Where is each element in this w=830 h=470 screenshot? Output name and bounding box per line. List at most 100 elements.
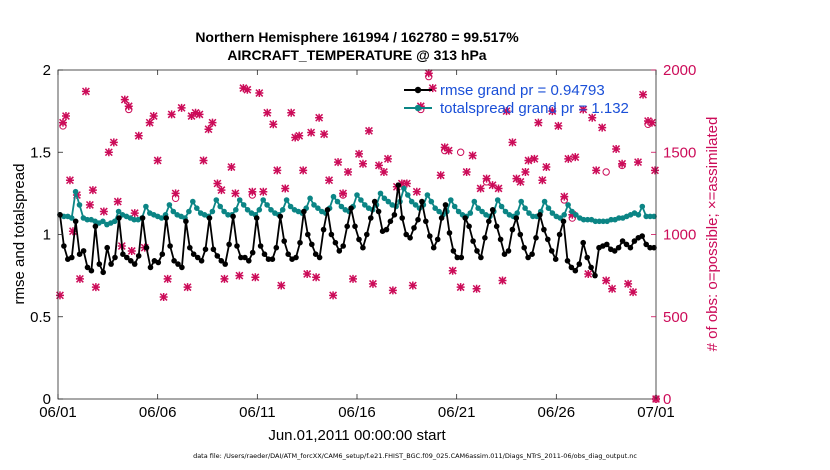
obs-assimilated-marker (68, 227, 77, 236)
spread-point (639, 203, 646, 210)
spread-point (518, 198, 524, 205)
rmse-point (356, 236, 362, 243)
obs-assimilated-marker (195, 110, 204, 119)
rmse-point (631, 238, 638, 244)
spread-point (377, 190, 384, 197)
rmse-point (305, 231, 311, 238)
rmse-point (301, 208, 307, 215)
obs-assimilated-marker (307, 128, 316, 137)
rmse-point (163, 215, 169, 221)
x-tick-label: 06/06 (139, 404, 177, 421)
rmse-point (92, 223, 99, 230)
rmse-point (139, 215, 146, 221)
spread-point (244, 207, 251, 213)
obs-assimilated-marker (213, 179, 222, 188)
rmse-point (277, 213, 284, 220)
spread-point (600, 218, 606, 225)
spread-point (68, 215, 75, 221)
chart-title: Northern Hemisphere 161994 / 162780 = 99… (195, 29, 519, 45)
spread-point (381, 195, 388, 202)
obs-assimilated-marker (498, 276, 507, 285)
spread-point (526, 210, 532, 216)
spread-point (334, 198, 341, 205)
rmse-point (588, 264, 594, 271)
rmse-point (556, 231, 563, 238)
obs-assimilated-marker (568, 210, 577, 219)
footnote: data file: /Users/raeder/DAI/ATM_forcXX/… (193, 452, 637, 460)
spread-point (494, 197, 501, 203)
rmse-point (104, 244, 110, 251)
rmse-point (76, 251, 83, 257)
obs-assimilated-marker (571, 153, 580, 162)
obs-assimilated-marker (303, 269, 312, 278)
spread-point (561, 212, 567, 218)
obs-assimilated-marker (312, 273, 321, 282)
rmse-point (309, 241, 315, 248)
rmse-point (332, 239, 339, 246)
spread-point (565, 202, 571, 208)
rmse-point (391, 212, 398, 218)
rmse-point (147, 264, 154, 271)
rmse-point (552, 256, 559, 263)
rmse-point (124, 254, 130, 261)
rmse-point (470, 238, 476, 244)
spread-point (569, 208, 575, 215)
rmse-point (438, 215, 445, 221)
obs-count-layer (55, 69, 660, 403)
rmse-point (513, 215, 520, 221)
spread-point (194, 205, 200, 211)
obs-assimilated-marker (592, 166, 601, 175)
rmse-point (336, 248, 343, 254)
obs-assimilated-marker (167, 110, 176, 119)
y2-tick-label: 1500 (663, 144, 696, 161)
obs-assimilated-marker (416, 102, 425, 111)
rmse-point (430, 244, 437, 251)
obs-assimilated-marker (231, 189, 240, 198)
rmse-point (210, 246, 217, 253)
rmse-point (364, 231, 370, 238)
spread-point (213, 197, 220, 203)
spread-point (186, 208, 192, 215)
rmse-point (80, 248, 87, 254)
y-axis-label: rmse and totalspread (11, 164, 28, 305)
rmse-point (340, 243, 347, 249)
obs-assimilated-marker (502, 107, 511, 116)
rmse-point (568, 264, 575, 271)
spread-point (651, 213, 657, 220)
obs-assimilated-marker (104, 148, 113, 157)
obs-assimilated-marker (408, 281, 417, 290)
obs-assimilated-marker (65, 176, 74, 185)
y2-tick-label: 2000 (663, 62, 696, 79)
legend-rmse-label: rmse grand pr = 0.94793 (440, 82, 605, 99)
spread-point (432, 205, 439, 211)
spread-point (221, 208, 227, 215)
rmse-point (525, 254, 531, 261)
rmse-point (175, 261, 181, 267)
rmse-point (120, 251, 126, 257)
spread-point (307, 195, 313, 202)
spread-point (264, 202, 270, 208)
rmse-point (108, 261, 114, 267)
obs-assimilated-marker (358, 159, 367, 168)
obs-assimilated-marker (120, 95, 129, 104)
obs-assimilated-marker (91, 283, 100, 292)
rmse-point (159, 251, 166, 257)
obs-assimilated-marker (579, 105, 588, 114)
rmse-point (572, 267, 579, 274)
obs-assimilated-marker (564, 154, 573, 163)
rmse-point (84, 264, 91, 271)
rmse-point (545, 236, 551, 243)
spread-point (545, 205, 552, 211)
rmse-point (183, 218, 189, 225)
obs-assimilated-marker (648, 118, 657, 127)
rmse-point (88, 267, 95, 274)
obs-assimilated-marker (516, 177, 525, 186)
rmse-point (261, 251, 268, 257)
spread-point (217, 203, 223, 210)
obs-assimilated-marker (508, 138, 517, 147)
obs-assimilated-marker (364, 126, 373, 135)
rmse-point (395, 182, 402, 188)
obs-assimilated-marker (388, 286, 397, 295)
